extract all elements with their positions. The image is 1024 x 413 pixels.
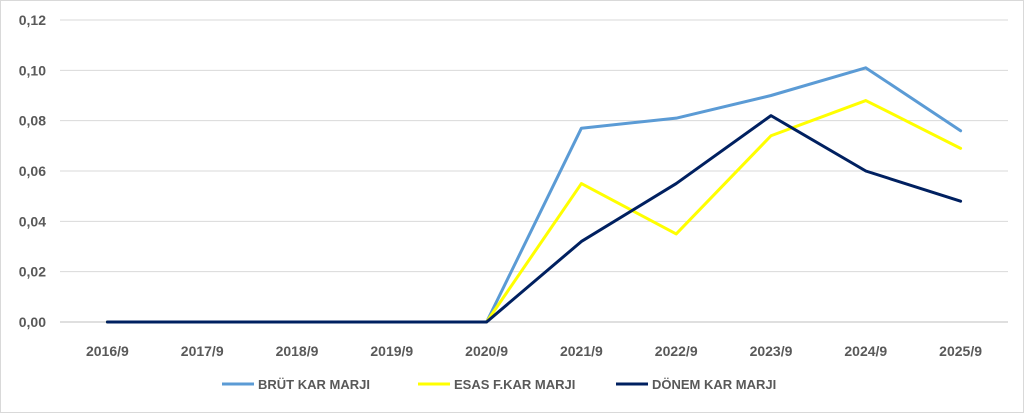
x-axis-tick-labels: 2016/9 2017/9 2018/9 2019/9 2020/9 2021/9 2022… [86, 343, 982, 359]
x-tick-label: 2021/9 [560, 343, 603, 359]
series-line-2 [105, 99, 963, 324]
y-axis-tick-labels: 0,00 0,02 0,04 0,06 0,08 0,10 0,12 [19, 12, 46, 330]
x-tick-label: 2020/9 [465, 343, 508, 359]
y-tick-label: 0,00 [19, 314, 46, 330]
series-line-3 [105, 114, 963, 324]
y-tick-label: 0,04 [19, 213, 46, 229]
x-tick-label: 2017/9 [181, 343, 224, 359]
x-tick-label: 2018/9 [276, 343, 319, 359]
y-tick-label: 0,12 [19, 12, 46, 28]
x-tick-label: 2016/9 [86, 343, 129, 359]
x-tick-label: 2024/9 [844, 343, 887, 359]
y-tick-label: 0,08 [19, 113, 46, 129]
series-lines [105, 66, 963, 324]
x-tick-label: 2019/9 [370, 343, 413, 359]
legend-label: DÖNEM KAR MARJI [652, 377, 776, 392]
x-tick-label: 2025/9 [939, 343, 982, 359]
x-tick-label: 2023/9 [750, 343, 793, 359]
y-tick-label: 0,10 [19, 62, 46, 78]
series-line-1 [105, 66, 963, 324]
y-tick-label: 0,02 [19, 264, 46, 280]
legend-label: BRÜT KAR MARJI [258, 377, 370, 392]
x-tick-label: 2022/9 [655, 343, 698, 359]
legend: BRÜT KAR MARJI ESAS F.KAR MARJI DÖNEM KAR … [222, 377, 776, 392]
y-tick-label: 0,06 [19, 163, 46, 179]
legend-label: ESAS F.KAR MARJI [454, 377, 575, 392]
